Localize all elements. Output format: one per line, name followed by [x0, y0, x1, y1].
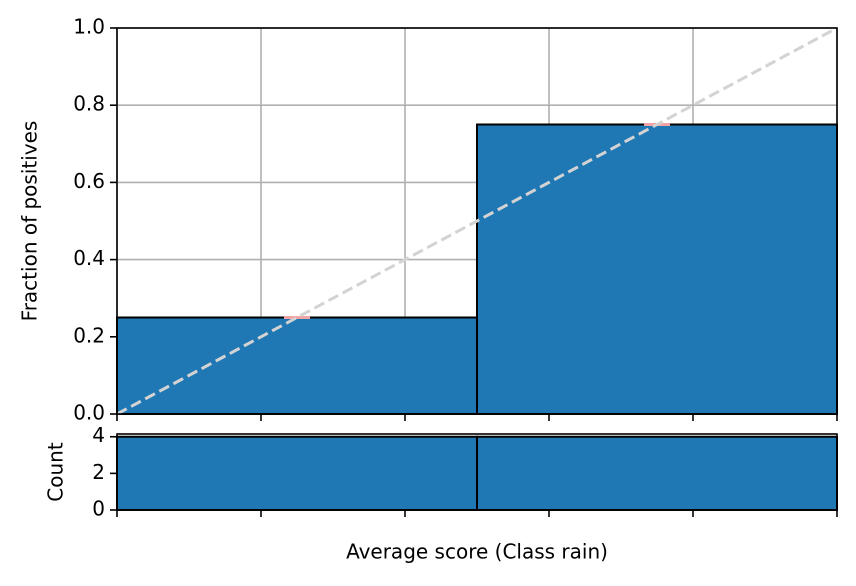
y-tick-label: 0.6	[73, 169, 105, 193]
y-axis-label: Count	[44, 442, 68, 502]
y-tick-label: 0.4	[73, 246, 105, 270]
y-tick-label: 0.2	[73, 323, 105, 347]
y-tick-label: 0.8	[73, 92, 105, 116]
y-axis-label: Fraction of positives	[18, 121, 42, 322]
reference-line	[116, 26, 838, 416]
y-tick-label: 0.0	[73, 401, 105, 425]
bar	[476, 123, 838, 415]
y-tick-label: 0	[92, 497, 105, 521]
axes-frame	[116, 27, 838, 415]
y-tick-label: 1.0	[73, 15, 105, 39]
y-tick-label: 2	[92, 460, 105, 484]
bar	[476, 435, 838, 511]
y-tick-label: 4	[92, 423, 105, 447]
x-axis-label: Average score (Class rain)	[346, 540, 608, 564]
bar	[116, 316, 478, 415]
bar	[116, 435, 478, 511]
axes-frame	[116, 433, 838, 511]
